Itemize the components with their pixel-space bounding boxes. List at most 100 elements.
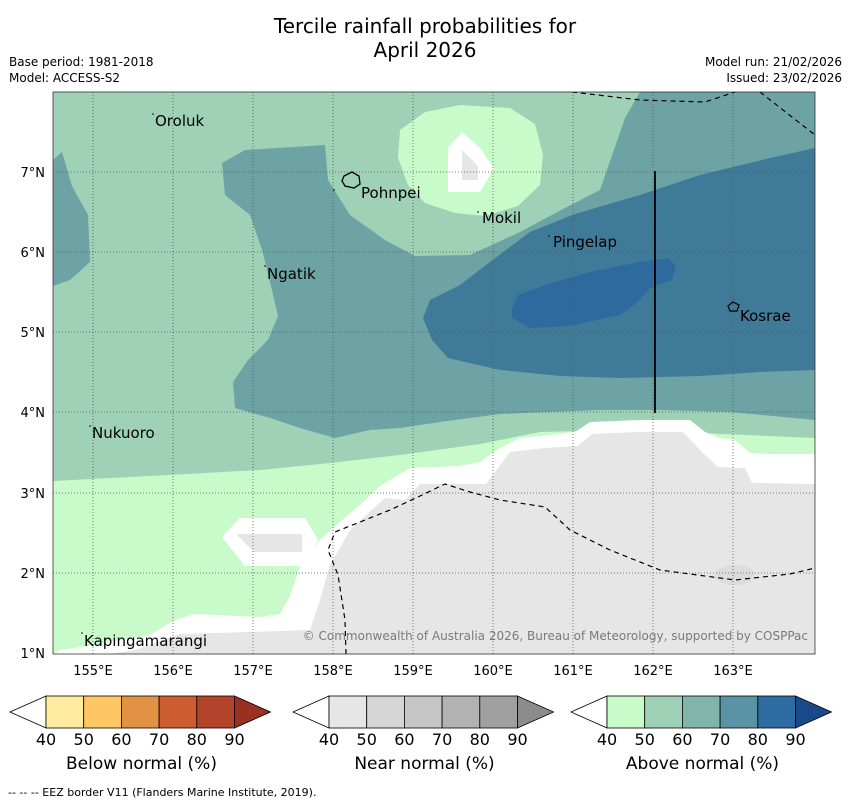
lat-tick-label: 3°N <box>21 487 46 502</box>
colorbar-tick-label: 90 <box>507 730 527 749</box>
lon-tick-label: 155°E <box>73 664 113 679</box>
colorbar-tick-label: 80 <box>748 730 768 749</box>
graticule <box>53 92 815 654</box>
kosrae-island-icon <box>727 301 740 312</box>
eez-footnote: -- -- -- EEZ border V11 (Flanders Marine… <box>8 786 317 799</box>
lon-tick-label: 162°E <box>633 664 673 679</box>
place-marker <box>477 211 479 213</box>
colorbar-tick-label: 40 <box>319 730 339 749</box>
colorbar-tick-label: 70 <box>149 730 169 749</box>
colorbar-tick-label: 60 <box>111 730 131 749</box>
colorbar-tick-label: 60 <box>672 730 692 749</box>
colorbar-tick-label: 70 <box>432 730 452 749</box>
lon-tick-label: 161°E <box>553 664 593 679</box>
place-kapingamarangi: Kapingamarangi <box>84 632 207 650</box>
colorbar-tick-label: 50 <box>357 730 377 749</box>
colorbar-segment <box>328 695 368 729</box>
colorbar-segment <box>121 695 160 729</box>
colorbar-segment <box>757 695 796 729</box>
colorbar-tick-label: 80 <box>187 730 207 749</box>
lon-tick-label: 158°E <box>313 664 353 679</box>
lon-tick-label: 160°E <box>473 664 513 679</box>
colorbar-segment <box>644 695 683 729</box>
place-marker <box>152 113 154 115</box>
colorbar-low-arrow <box>9 695 47 729</box>
place-marker <box>264 265 266 267</box>
base-period: Base period: 1981-2018 <box>9 55 154 69</box>
colorbar-low-arrow <box>570 695 608 729</box>
title-line-1: Tercile rainfall probabilities for <box>273 14 577 38</box>
colorbar-segment <box>479 695 518 729</box>
eez-border-northeast <box>759 92 815 136</box>
colorbar-segment <box>606 695 646 729</box>
colorbar-tick-label: 90 <box>785 730 805 749</box>
place-marker <box>81 632 83 634</box>
colorbar-label-near: Near normal (%) <box>354 754 495 774</box>
colorbar-tick-label: 70 <box>710 730 730 749</box>
place-kosrae: Kosrae <box>740 307 791 325</box>
title-line-2: April 2026 <box>373 38 477 62</box>
colorbar-segment <box>719 695 759 729</box>
colorbar-label-above: Above normal (%) <box>625 754 780 774</box>
place-oroluk: Oroluk <box>155 112 204 130</box>
eez-border-north <box>571 92 736 103</box>
field-near-north-core <box>462 150 478 180</box>
colorbar-2: 40 50 60 70 80 90 <box>570 695 833 749</box>
lat-tick-label: 5°N <box>21 326 46 341</box>
field-above-80 <box>512 258 676 328</box>
place-labels: Oroluk Pohnpei Mokil Pingelap Ngatik Kosrae Nu… <box>81 112 791 650</box>
colorbar-segment <box>682 695 721 729</box>
colorbar-tick-label: 50 <box>635 730 655 749</box>
lat-tick-label: 1°N <box>21 647 46 662</box>
colorbar-segment <box>158 695 198 729</box>
lon-tick-label: 156°E <box>153 664 193 679</box>
pohnpei-island-icon <box>341 171 361 189</box>
colorbar-segment <box>441 695 481 729</box>
colorbar-0: 40 50 60 70 80 90 <box>9 695 272 749</box>
lon-tick-label: 157°E <box>233 664 273 679</box>
model-run: Model run: 21/02/2026 <box>704 55 842 69</box>
issued-date: Issued: 23/02/2026 <box>726 71 842 85</box>
colorbar-tick-label: 50 <box>74 730 94 749</box>
colorbar-low-arrow <box>292 695 330 729</box>
lon-tick-label: 159°E <box>393 664 433 679</box>
place-marker <box>89 425 91 427</box>
map-axes: 155°E 156°E 157°E 158°E 159°E 160°E 161°E 162°E… <box>21 166 753 679</box>
colorbar-high-arrow <box>234 695 272 729</box>
colorbar-tick-label: 80 <box>470 730 490 749</box>
colorbar-segment <box>403 695 443 729</box>
colorbar-tick-label: 40 <box>597 730 617 749</box>
colorbar-tick-label: 60 <box>394 730 414 749</box>
copyright-text: © Commonwealth of Australia 2026, Bureau… <box>303 629 808 643</box>
colorbar-segment <box>83 695 122 729</box>
place-pingelap: Pingelap <box>553 233 617 251</box>
field-near-west-core <box>236 534 302 552</box>
place-marker <box>333 189 335 191</box>
place-marker <box>730 310 732 312</box>
colorbar-segment <box>196 695 235 729</box>
probability-fields <box>53 92 815 654</box>
colorbar-tick-label: 90 <box>224 730 244 749</box>
place-ngatik: Ngatik <box>267 265 316 283</box>
colorbar-segment <box>366 695 405 729</box>
place-mokil: Mokil <box>482 209 521 227</box>
colorbar-high-arrow <box>517 695 555 729</box>
lat-tick-label: 7°N <box>21 166 46 181</box>
colorbar-tick-label: 40 <box>36 730 56 749</box>
field-near-50-spot <box>715 565 755 585</box>
eez-border-south <box>327 483 815 654</box>
place-marker <box>548 235 550 237</box>
colorbar-high-arrow <box>795 695 833 729</box>
colorbar-segment <box>45 695 85 729</box>
colorbars: 40 50 60 70 80 90 40 50 60 70 80 90 40 50 60 70 80 90 <box>9 695 833 749</box>
colorbar-1: 40 50 60 70 80 90 <box>292 695 555 749</box>
map-frame <box>52 91 816 655</box>
lon-tick-label: 163°E <box>713 664 753 679</box>
lat-tick-label: 4°N <box>21 406 46 421</box>
lat-tick-label: 6°N <box>21 246 46 261</box>
colorbar-label-below: Below normal (%) <box>66 754 217 774</box>
model-name: Model: ACCESS-S2 <box>9 71 121 85</box>
lat-tick-label: 2°N <box>21 567 46 582</box>
place-pohnpei: Pohnpei <box>361 184 421 202</box>
